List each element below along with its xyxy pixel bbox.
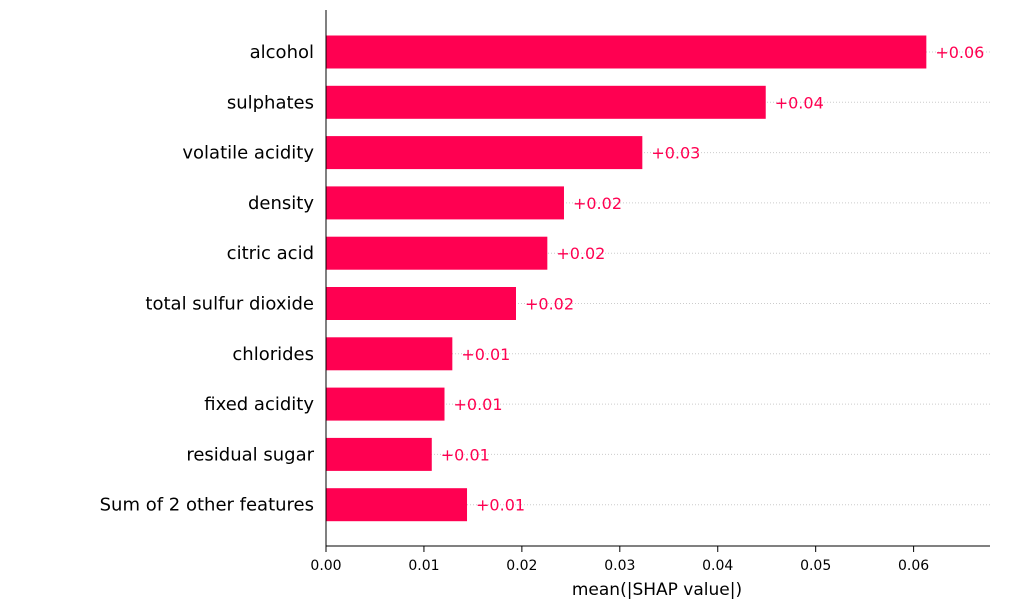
x-tick-label: 0.04: [702, 558, 733, 574]
category-label: Sum of 2 other features: [100, 495, 314, 516]
value-label: +0.04: [775, 93, 824, 112]
value-label: +0.02: [556, 244, 605, 263]
x-tick-label: 0.06: [898, 558, 929, 574]
x-tick-label: 0.05: [800, 558, 831, 574]
bar: [326, 337, 453, 371]
bar: [326, 85, 766, 119]
bar: [326, 35, 927, 69]
category-label: density: [248, 193, 314, 214]
value-label: +0.02: [573, 194, 622, 213]
value-label: +0.01: [476, 496, 525, 515]
category-label: total sulfur dioxide: [145, 294, 314, 315]
bar: [326, 236, 548, 270]
bar: [326, 488, 468, 522]
category-label: chlorides: [232, 344, 314, 365]
x-axis-ticks: 0.00 0.01 0.02 0.03 0.04 0.05 0.06: [310, 546, 929, 574]
x-tick-label: 0.03: [604, 558, 635, 574]
bar: [326, 287, 516, 320]
value-label: +0.06: [935, 43, 984, 62]
bar: [326, 136, 643, 170]
category-label: residual sugar: [186, 444, 314, 465]
bars-group: [326, 35, 927, 522]
value-label: +0.01: [441, 445, 490, 464]
category-label: alcohol: [250, 42, 314, 63]
value-label: +0.01: [454, 395, 503, 414]
category-label: fixed acidity: [204, 394, 314, 415]
bar: [326, 437, 432, 471]
x-tick-label: 0.02: [506, 558, 537, 574]
category-label: volatile acidity: [182, 143, 314, 164]
value-label: +0.01: [461, 345, 510, 364]
value-labels: +0.06 +0.04 +0.03 +0.02 +0.02 +0.02 +0.01 +0.01…: [441, 43, 985, 515]
x-tick-label: 0.00: [310, 558, 341, 574]
bar: [326, 186, 564, 220]
bar: [326, 387, 445, 421]
value-label: +0.02: [525, 295, 574, 314]
row-gridlines: [326, 51, 990, 506]
x-axis-title: mean(|SHAP value|): [572, 580, 742, 600]
category-label: sulphates: [227, 92, 314, 113]
value-label: +0.03: [651, 144, 700, 163]
category-label: citric acid: [227, 243, 314, 264]
category-labels: alcohol sulphates volatile acidity density c…: [100, 42, 315, 516]
x-tick-label: 0.01: [408, 558, 439, 574]
